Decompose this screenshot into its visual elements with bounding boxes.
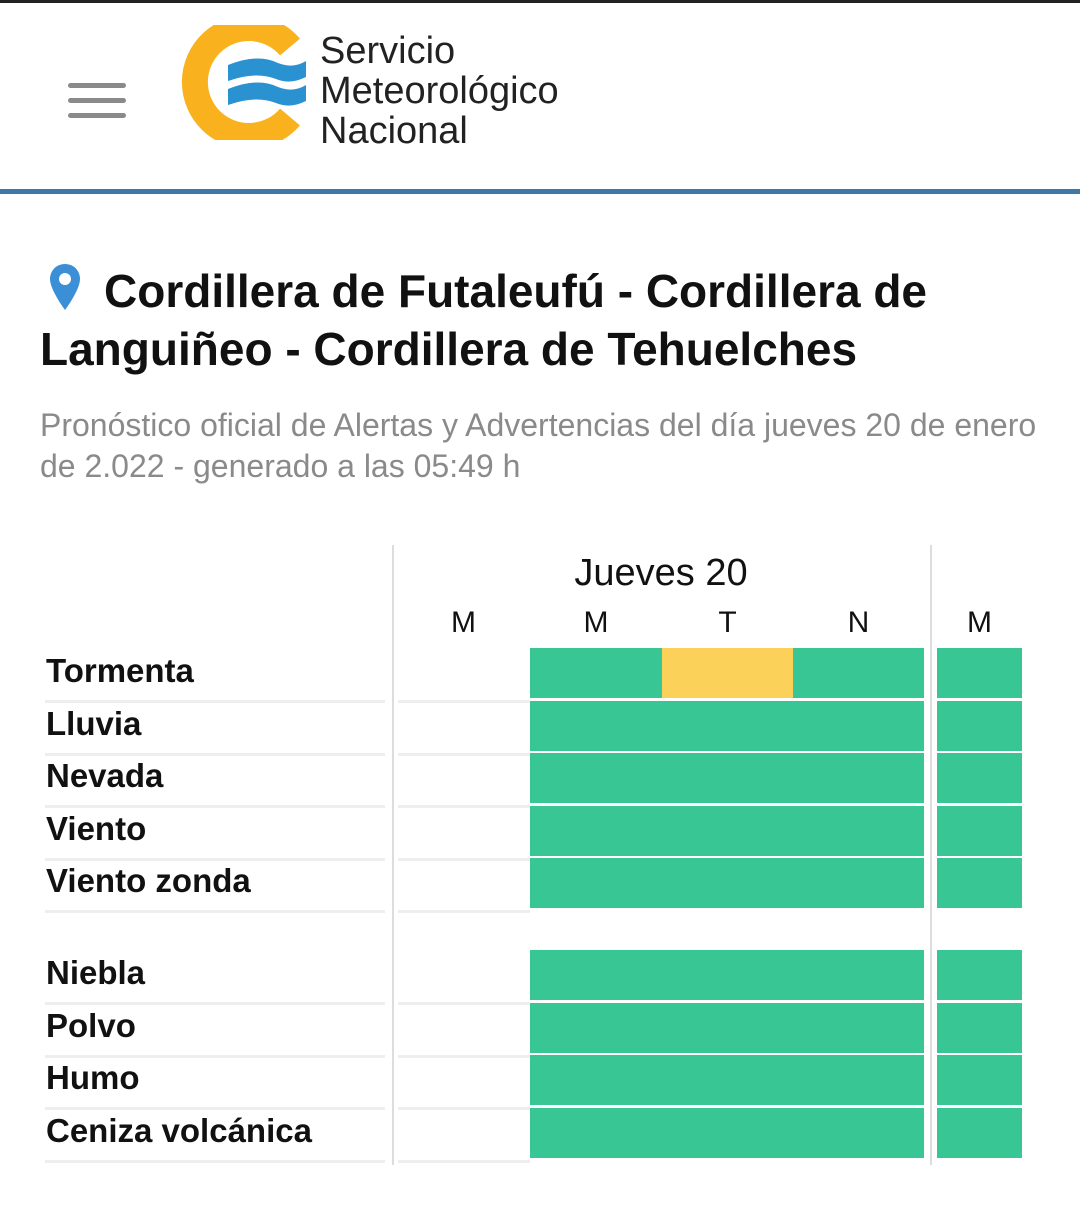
alert-cell-green[interactable] xyxy=(937,700,1022,751)
alert-cell-green[interactable] xyxy=(937,1055,1022,1105)
row-divider xyxy=(398,910,530,913)
alert-cell-green[interactable] xyxy=(530,1107,662,1158)
row-divider xyxy=(398,857,530,861)
alert-cell-green[interactable] xyxy=(937,950,1022,1000)
logo-line: Servicio xyxy=(320,30,456,72)
hazard-label: Niebla xyxy=(45,954,385,1005)
alert-cell-green[interactable] xyxy=(793,805,924,856)
hazard-label: Humo xyxy=(45,1059,385,1110)
alert-cell-green[interactable] xyxy=(793,950,924,1000)
row-divider xyxy=(398,1107,530,1110)
day-divider xyxy=(930,545,932,1165)
period-header: N xyxy=(847,606,870,639)
row-divider xyxy=(398,700,530,703)
alert-cell-green[interactable] xyxy=(937,858,1022,908)
hamburger-menu-icon[interactable] xyxy=(68,83,126,121)
alert-cell-green[interactable] xyxy=(530,1002,662,1053)
alert-cell-green[interactable] xyxy=(530,753,662,803)
alert-cell-green[interactable] xyxy=(937,1107,1022,1158)
location-title: Cordillera de Futaleufú - Cordillera de … xyxy=(40,265,928,375)
row-divider xyxy=(398,805,530,808)
hazard-label: Tormenta xyxy=(45,652,385,703)
alert-cell-green[interactable] xyxy=(937,648,1022,698)
alert-cell-green[interactable] xyxy=(793,1055,924,1105)
alert-cell-green[interactable] xyxy=(530,648,662,698)
period-header: M xyxy=(451,606,476,639)
hazard-label: Viento xyxy=(45,810,385,861)
hazard-label: Lluvia xyxy=(45,705,385,756)
alert-cell-green[interactable] xyxy=(937,805,1022,856)
alert-cell-green[interactable] xyxy=(662,950,793,1000)
header-divider xyxy=(0,189,1080,194)
logo-line: Meteorológico xyxy=(320,70,559,112)
alert-cell-green[interactable] xyxy=(662,753,793,803)
logo-line: Nacional xyxy=(320,110,468,152)
status-bar-edge xyxy=(0,0,1080,3)
alert-cell-green[interactable] xyxy=(662,858,793,908)
alert-cell-green[interactable] xyxy=(793,1002,924,1053)
alert-cell-green[interactable] xyxy=(793,858,924,908)
alert-cell-green[interactable] xyxy=(530,1055,662,1105)
alert-cell-green[interactable] xyxy=(662,700,793,751)
period-header: M xyxy=(967,606,992,639)
alert-cell-green[interactable] xyxy=(793,648,924,698)
alert-cell-green[interactable] xyxy=(793,1107,924,1158)
row-divider xyxy=(398,1159,530,1163)
alert-cell-green[interactable] xyxy=(662,805,793,856)
hazard-label: Ceniza volcánica xyxy=(45,1112,385,1163)
table-divider xyxy=(392,545,394,1165)
alert-cell-green[interactable] xyxy=(662,1107,793,1158)
smn-logo-icon[interactable] xyxy=(178,25,313,140)
alert-cell-green[interactable] xyxy=(937,1002,1022,1053)
row-divider xyxy=(398,1054,530,1058)
alert-cell-green[interactable] xyxy=(530,858,662,908)
row-divider xyxy=(398,1002,530,1005)
period-header: M xyxy=(583,606,609,639)
page-title: Cordillera de Futaleufú - Cordillera de … xyxy=(40,262,1050,378)
forecast-subtitle: Pronóstico oficial de Alertas y Adverten… xyxy=(40,407,1037,484)
map-pin-icon xyxy=(50,264,80,310)
day-label: Jueves 20 xyxy=(574,552,748,594)
alert-cell-green[interactable] xyxy=(662,1002,793,1053)
period-header: T xyxy=(718,606,737,639)
alert-cell-green[interactable] xyxy=(530,805,662,856)
alert-cell-yellow[interactable] xyxy=(662,648,793,698)
logo-text: Servicio Meteorológico Nacional xyxy=(320,31,559,151)
alert-cell-green[interactable] xyxy=(793,700,924,751)
alert-cell-green[interactable] xyxy=(530,950,662,1000)
hazard-label: Polvo xyxy=(45,1007,385,1058)
alert-cell-green[interactable] xyxy=(937,753,1022,803)
site-header: Servicio Meteorológico Nacional xyxy=(0,3,1080,191)
hazard-label: Nevada xyxy=(45,757,385,808)
alert-cell-green[interactable] xyxy=(662,1055,793,1105)
alert-cell-green[interactable] xyxy=(793,753,924,803)
row-divider xyxy=(398,752,530,756)
hazard-label: Viento zonda xyxy=(45,862,385,913)
alert-cell-green[interactable] xyxy=(530,700,662,751)
